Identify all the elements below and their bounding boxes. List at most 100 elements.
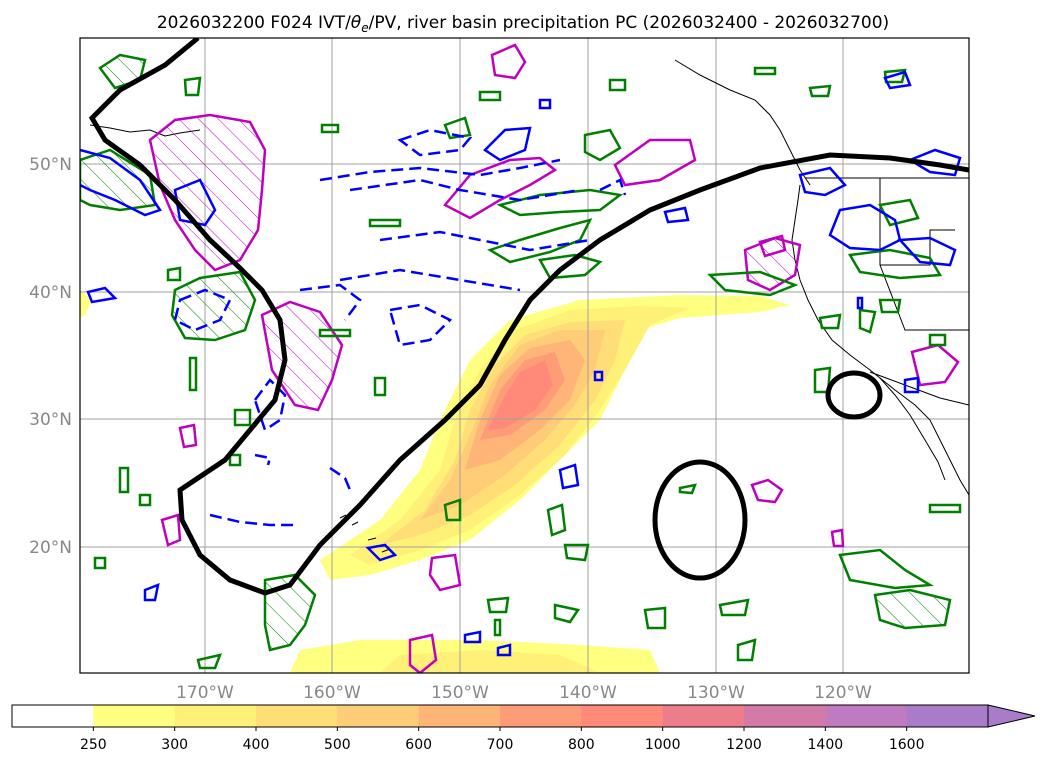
- theta-tiny-17: [753, 66, 777, 76]
- colorbar-extend-arrow: [987, 704, 1036, 728]
- ivt-west-edge: [80, 290, 92, 318]
- colorbar-segment: [581, 705, 664, 727]
- baja-california: [879, 377, 946, 481]
- pv-small-1: [178, 423, 198, 449]
- theta-neg-dash-7: [173, 288, 232, 332]
- theta-neg-coast-1: [798, 166, 848, 197]
- theta-mid-band: [487, 218, 593, 264]
- theta-coast-3: [878, 198, 920, 227]
- lon-label-150w: 150°W: [431, 683, 489, 703]
- theta-se-hatched: [873, 588, 952, 630]
- theta-e-negative: [80, 70, 962, 657]
- colorbar-segment: [906, 705, 989, 727]
- ivt-contour-ellipse-east: [825, 370, 883, 420]
- theta-neg-dash-2: [319, 158, 561, 182]
- theta-neg-dash-1: [397, 128, 473, 157]
- lon-label-140w: 140°W: [559, 683, 617, 703]
- theta-tiny-15: [373, 376, 387, 397]
- colorbar: 250 300 400 500 600 700 800 1000 1200 1400 1600: [11, 704, 1036, 753]
- theta-neg-s-5: [496, 643, 512, 657]
- colorbar-tick-label: 1200: [726, 737, 762, 753]
- theta-neg-tiny-3: [538, 98, 552, 110]
- theta-tiny-3: [878, 298, 902, 314]
- theta-tiny-18: [320, 123, 340, 134]
- theta-s-3: [718, 598, 750, 617]
- theta-s-2: [563, 543, 590, 562]
- theta-e-negative-dashed: [173, 128, 627, 527]
- theta-neg-s-4: [463, 630, 482, 644]
- colorbar-tick-label: 1400: [808, 737, 844, 753]
- theta-neg-dash-9: [253, 378, 287, 432]
- theta-neg-small: [86, 286, 118, 304]
- theta-neg-tiny-1: [593, 370, 604, 382]
- theta-e-positive: [80, 53, 962, 670]
- colorbar-tick-label: 800: [568, 737, 595, 753]
- theta-tiny-6: [443, 498, 462, 522]
- colorbar-segment: [256, 705, 338, 727]
- theta-west-hatched: [80, 148, 157, 212]
- pv-north-east: [613, 138, 697, 187]
- theta-tiny-23: [928, 333, 947, 347]
- theta-neg-dash-10: [209, 513, 295, 527]
- theta-se-band: [838, 548, 934, 590]
- theta-neg-west: [80, 148, 162, 217]
- lat-label-50n: 50°N: [29, 155, 72, 175]
- theta-tiny-5: [858, 308, 877, 334]
- mexico-border: [869, 371, 969, 406]
- lon-label-170w: 170°W: [176, 683, 234, 703]
- theta-s-1: [546, 503, 567, 537]
- theta-neg-tiny-2: [856, 296, 864, 310]
- theta-mid-2: [538, 253, 603, 280]
- colorbar-tick-label: 1000: [645, 737, 681, 753]
- theta-tiny-21: [478, 90, 502, 102]
- theta-tiny-12: [188, 356, 198, 392]
- theta-tiny-1: [678, 483, 697, 495]
- theta-s-4: [736, 638, 757, 662]
- theta-neg-s-1: [558, 463, 580, 490]
- colorbar-segment: [662, 705, 745, 727]
- theta-s-6: [486, 596, 510, 614]
- theta-neg-coast-6: [903, 376, 920, 394]
- colorbar-tick-label: 700: [487, 737, 514, 753]
- ivt-core-800: [488, 360, 553, 430]
- theta-neg-dash-5: [339, 268, 521, 292]
- colorbar-segment: [500, 705, 582, 727]
- pv-north-central: [443, 156, 558, 220]
- colorbar-segments: [12, 705, 989, 727]
- colorbar-tick-label: 600: [405, 737, 432, 753]
- colorbar-tick-label: 500: [324, 737, 351, 753]
- theta-tiny-19: [368, 218, 402, 228]
- theta-s-8: [196, 653, 223, 670]
- map-frame: [79, 37, 970, 674]
- colorbar-segment: [93, 705, 176, 727]
- pv-top: [490, 43, 527, 80]
- theta-tiny-4: [818, 313, 842, 330]
- colorbar-segment: [418, 705, 501, 727]
- theta-neg-north-2: [663, 206, 690, 224]
- pv-sw-small: [160, 513, 182, 547]
- pv-south: [428, 553, 462, 592]
- theta-tiny-9: [183, 76, 202, 97]
- colorbar-tick-label: 400: [243, 737, 270, 753]
- theta-neg-dash-3: [349, 178, 581, 202]
- ivt-shading: [80, 290, 790, 673]
- theta-tiny-24: [93, 556, 107, 570]
- ivt-contour-ellipse-south: [652, 459, 748, 581]
- theta-tiny-25: [493, 618, 502, 637]
- theta-s-5: [643, 606, 667, 630]
- colorbar-segment: [12, 705, 94, 727]
- pv-small-3: [758, 234, 787, 258]
- theta-tiny-14: [166, 266, 182, 282]
- north-america-coast: [791, 184, 969, 496]
- theta-coast-1: [707, 270, 799, 297]
- theta-neg-dash-13: [599, 178, 627, 196]
- colorbar-tick-label: 250: [80, 737, 107, 753]
- theta-neg-coast-5: [883, 70, 912, 90]
- theta-sw-1: [263, 573, 317, 652]
- colorbar-segment: [825, 705, 908, 727]
- theta-tiny-11: [138, 493, 152, 507]
- map-layers: [80, 38, 969, 673]
- lon-label-130w: 130°W: [687, 683, 745, 703]
- lon-label-120w: 120°W: [814, 683, 872, 703]
